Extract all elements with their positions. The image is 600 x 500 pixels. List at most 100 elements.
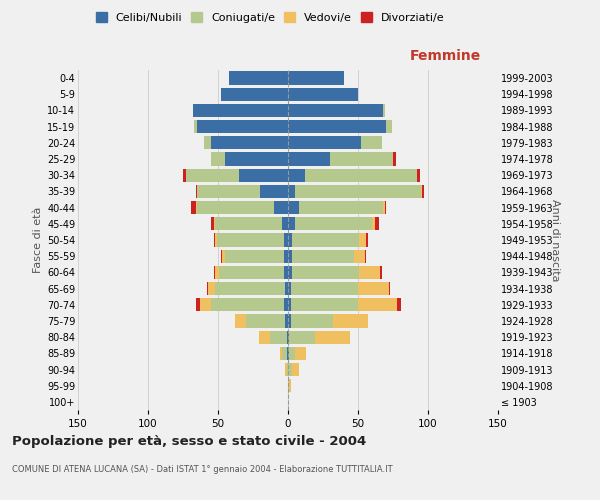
Bar	[354, 250, 365, 263]
Bar	[288, 330, 289, 344]
Text: Femmine: Femmine	[410, 49, 481, 63]
Bar	[215, 217, 283, 230]
Bar	[288, 72, 344, 85]
Bar	[389, 282, 390, 295]
Bar	[196, 185, 197, 198]
Bar	[359, 234, 367, 246]
Bar	[285, 363, 287, 376]
Bar	[365, 250, 367, 263]
Bar	[358, 282, 389, 295]
Bar	[280, 346, 283, 360]
Bar	[221, 250, 222, 263]
Bar	[305, 168, 417, 182]
Bar	[285, 314, 288, 328]
Bar	[214, 234, 215, 246]
Bar	[295, 185, 421, 198]
Bar	[186, 168, 239, 182]
Bar	[288, 363, 292, 376]
Bar	[397, 298, 401, 312]
Bar	[421, 185, 422, 198]
Bar	[222, 250, 225, 263]
Bar	[289, 379, 291, 392]
Bar	[215, 266, 220, 279]
Bar	[211, 152, 225, 166]
Bar	[288, 314, 291, 328]
Bar	[291, 282, 358, 295]
Bar	[417, 168, 419, 182]
Y-axis label: Fasce di età: Fasce di età	[32, 207, 43, 273]
Bar	[288, 298, 291, 312]
Bar	[197, 201, 274, 214]
Bar	[292, 363, 299, 376]
Bar	[215, 234, 217, 246]
Bar	[193, 104, 288, 117]
Bar	[229, 72, 288, 85]
Bar	[239, 168, 288, 182]
Bar	[386, 120, 392, 134]
Bar	[288, 168, 305, 182]
Bar	[259, 330, 270, 344]
Bar	[359, 266, 380, 279]
Bar	[288, 379, 289, 392]
Bar	[284, 298, 288, 312]
Bar	[288, 201, 299, 214]
Bar	[375, 217, 379, 230]
Bar	[197, 185, 260, 198]
Bar	[197, 120, 288, 134]
Bar	[204, 136, 211, 149]
Bar	[288, 250, 292, 263]
Bar	[288, 266, 292, 279]
Bar	[270, 330, 287, 344]
Y-axis label: Anni di nascita: Anni di nascita	[550, 198, 560, 281]
Legend: Celibi/Nubili, Coniugati/e, Vedovi/e, Divorziati/e: Celibi/Nubili, Coniugati/e, Vedovi/e, Di…	[91, 8, 449, 28]
Bar	[367, 234, 368, 246]
Bar	[225, 152, 288, 166]
Bar	[383, 104, 385, 117]
Bar	[221, 88, 288, 101]
Bar	[194, 120, 197, 134]
Bar	[314, 330, 350, 344]
Bar	[288, 346, 289, 360]
Bar	[372, 217, 375, 230]
Bar	[207, 282, 208, 295]
Text: Popolazione per età, sesso e stato civile - 2004: Popolazione per età, sesso e stato civil…	[12, 435, 366, 448]
Bar	[385, 201, 386, 214]
Bar	[225, 250, 284, 263]
Bar	[292, 266, 359, 279]
Bar	[217, 234, 284, 246]
Bar	[288, 120, 386, 134]
Bar	[330, 152, 393, 166]
Bar	[284, 266, 288, 279]
Bar	[288, 152, 330, 166]
Bar	[284, 250, 288, 263]
Bar	[361, 136, 382, 149]
Bar	[214, 217, 215, 230]
Bar	[274, 201, 288, 214]
Bar	[200, 298, 211, 312]
Bar	[291, 314, 333, 328]
Bar	[183, 168, 186, 182]
Bar	[288, 136, 361, 149]
Bar	[289, 346, 295, 360]
Bar	[196, 201, 197, 214]
Bar	[246, 314, 285, 328]
Bar	[289, 330, 314, 344]
Bar	[211, 136, 288, 149]
Bar	[333, 314, 368, 328]
Bar	[288, 88, 358, 101]
Bar	[211, 217, 214, 230]
Bar	[214, 266, 215, 279]
Bar	[211, 298, 284, 312]
Bar	[292, 250, 354, 263]
Text: COMUNE DI ATENA LUCANA (SA) - Dati ISTAT 1° gennaio 2004 - Elaborazione TUTTITAL: COMUNE DI ATENA LUCANA (SA) - Dati ISTAT…	[12, 465, 392, 474]
Bar	[287, 330, 288, 344]
Bar	[291, 298, 358, 312]
Bar	[288, 217, 295, 230]
Bar	[295, 346, 306, 360]
Bar	[287, 363, 288, 376]
Bar	[292, 234, 359, 246]
Bar	[299, 201, 383, 214]
Bar	[283, 217, 288, 230]
Bar	[196, 298, 200, 312]
Bar	[288, 185, 295, 198]
